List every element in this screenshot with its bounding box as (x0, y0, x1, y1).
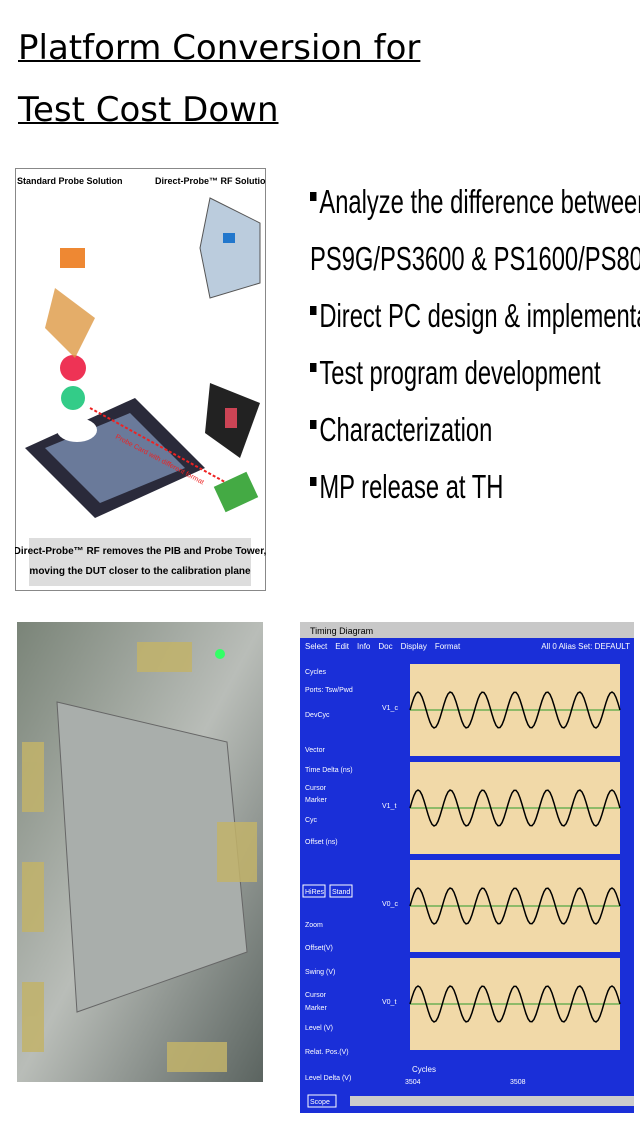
bullet-item: MP release at TH (310, 468, 503, 506)
bullet-text: Direct PC design & implementation (319, 297, 640, 334)
photo (17, 622, 263, 1082)
axis-label: 3508 (510, 1079, 526, 1086)
bullet-text: Characterization (319, 411, 493, 448)
bullet-item: Test program development (310, 354, 601, 392)
control-label: Marker (305, 1005, 327, 1012)
control-label: Level Delta (V) (305, 1075, 351, 1082)
menu-right: All 0 Alias Set: DEFAULT (541, 642, 630, 651)
bullet-marker (310, 305, 317, 315)
control-label: DevCyc (305, 712, 330, 719)
signal-name: V1_t (382, 803, 396, 810)
control-label: Swing (V) (305, 969, 335, 976)
bullet-item: PS9G/PS3600 & PS1600/PS800 (310, 240, 640, 278)
waveform (409, 691, 621, 729)
bullet-marker (310, 362, 317, 372)
control-label: Zoom (305, 922, 323, 929)
bullet-text: MP release at TH (319, 468, 504, 505)
caption: Direct-Probe™ RF removes the PIB and Pro… (15, 546, 266, 557)
menu-item: Select (305, 642, 328, 651)
menu-item: Format (435, 642, 461, 651)
control-label: Level (V) (305, 1025, 333, 1032)
control-label: Offset(V) (305, 945, 333, 952)
control-label: Marker (305, 797, 327, 804)
control-label: Stand (332, 889, 350, 896)
timing-window: Timing Diagram Select Edit Info Doc Display F… (300, 622, 634, 1113)
menu-item: Info (357, 642, 371, 651)
button (302, 884, 326, 898)
window-title: Timing Diagram (310, 626, 373, 636)
caption: moving the DUT closer to the calibration… (29, 566, 251, 577)
control-label: Cursor (305, 992, 327, 999)
bullet-marker (310, 476, 317, 486)
figure-label: Standard Probe Solution (17, 176, 123, 186)
button (307, 1094, 337, 1108)
probe-figure: Standard Probe Solution Direct-Probe™ RF… (15, 168, 266, 591)
title-line: Platform Conversion for (18, 28, 421, 68)
axis-footer: Cycles (412, 1065, 436, 1074)
waveform (409, 887, 621, 925)
figure-label: Direct-Probe™ RF Solution (155, 176, 266, 186)
control-label: Cursor (305, 785, 327, 792)
bullet-text: Analyze the difference between (319, 183, 640, 220)
control-label: Offset (ns) (305, 839, 338, 846)
control-label: Cyc (305, 817, 318, 824)
control-label: Cycles (305, 669, 327, 676)
bullet-item: Analyze the difference between (310, 183, 640, 221)
signal-name: V0_t (382, 999, 396, 1006)
bullet-text: PS9G/PS3600 & PS1600/PS800 (310, 240, 640, 277)
waveform (409, 789, 621, 827)
menu-item: Edit (335, 642, 350, 651)
control-label: Ports: Tsw/Pwd (305, 687, 353, 694)
bullet-item: Characterization (310, 411, 492, 449)
signal-name: V1_c (382, 705, 398, 712)
bullet-item: Direct PC design & implementation (310, 297, 640, 335)
title-line: Test Cost Down (18, 90, 279, 130)
bullet-text: Test program development (319, 354, 601, 391)
waveform (409, 985, 621, 1023)
control-label: Scope (310, 1099, 330, 1106)
menu-item: Display (401, 642, 427, 651)
control-label: HiRes (305, 889, 325, 896)
control-label: Relat. Pos.(V) (305, 1049, 349, 1056)
control-label: Vector (305, 747, 326, 754)
signal-name: V0_c (382, 901, 398, 908)
bullet-marker (310, 419, 317, 429)
button (329, 884, 353, 898)
axis-label: 3504 (405, 1079, 421, 1086)
bullet-marker (310, 191, 317, 201)
control-label: Time Delta (ns) (305, 767, 353, 774)
menu-item: Doc (378, 642, 392, 651)
